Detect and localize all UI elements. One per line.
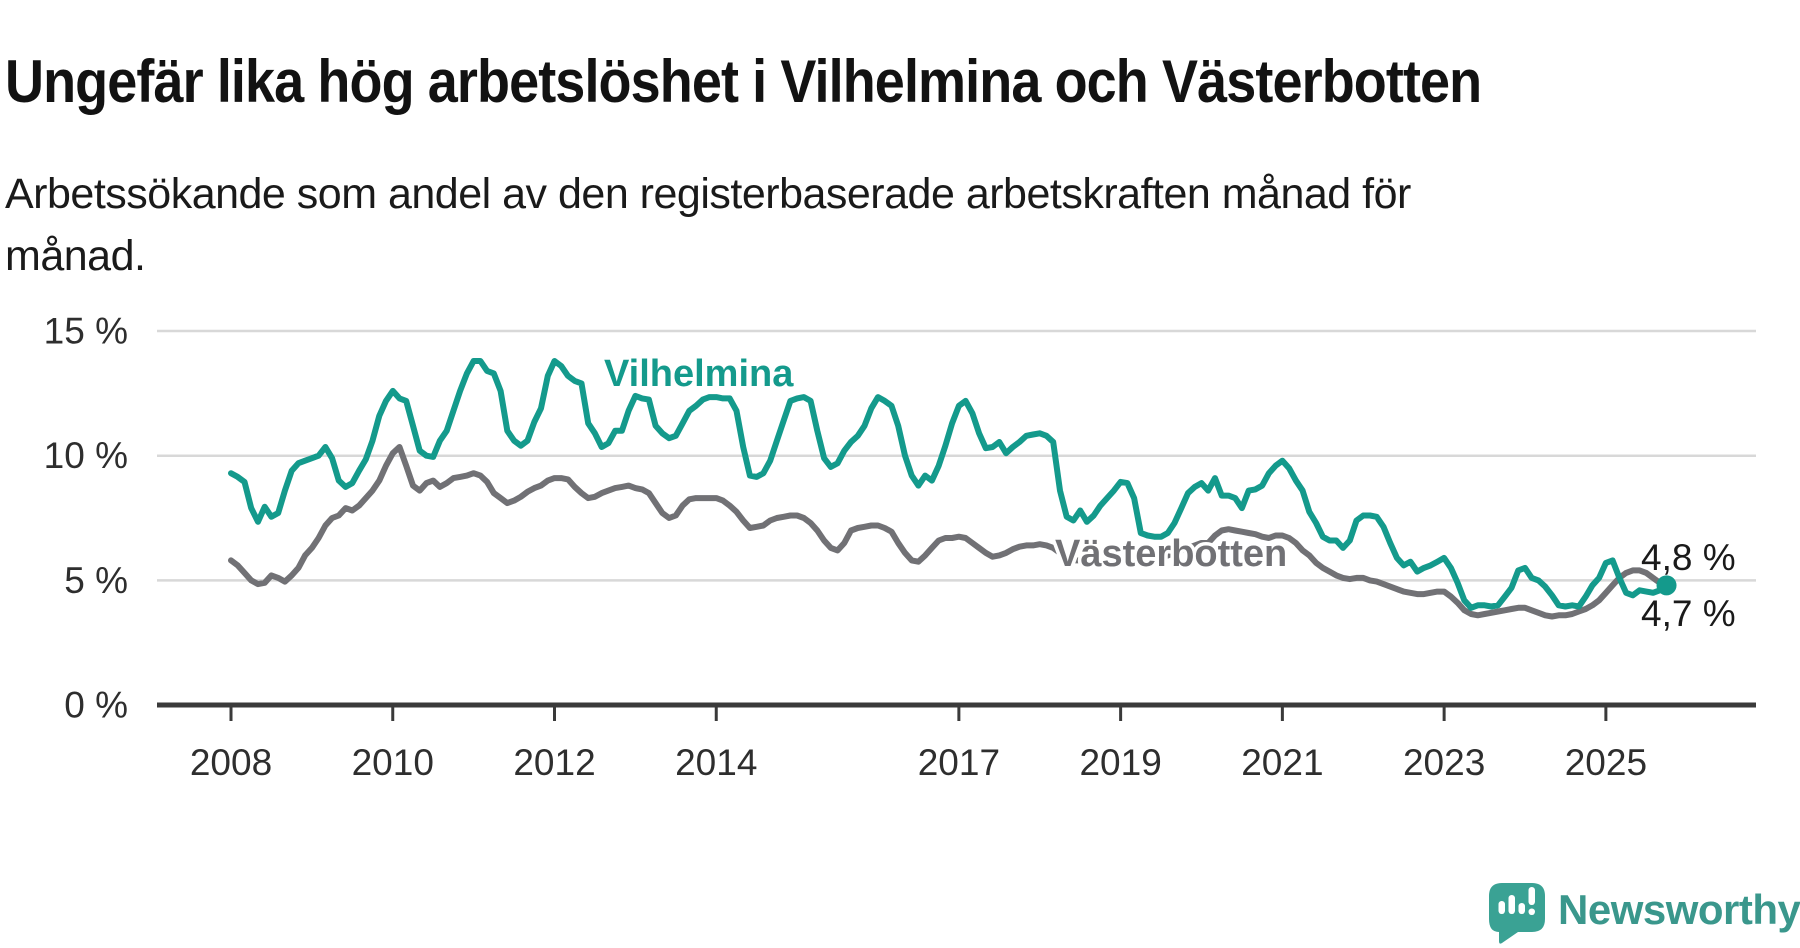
x-axis-tick-label: 2012: [513, 742, 595, 783]
x-axis-tick-label: 2014: [675, 742, 757, 783]
series-line-vilhelmina: [228, 358, 1670, 611]
y-axis-tick-label: 10 %: [44, 435, 128, 476]
series-end-dot-vilhelmina: [1656, 575, 1677, 596]
y-axis-tick-label: 5 %: [64, 560, 128, 601]
newsworthy-logo-text: Newsworthy: [1558, 886, 1800, 933]
x-axis-tick-label: 2010: [352, 742, 434, 783]
series-label-vilhelmina: Vilhelmina: [604, 353, 794, 395]
x-axis-tick-label: 2008: [190, 742, 272, 783]
end-value-label-vasterbotten: 4,7 %: [1641, 593, 1736, 634]
series-label-vasterbotten: Västerbotten: [1055, 533, 1287, 575]
series-line-västerbotten: [228, 444, 1670, 620]
y-axis-tick-label: 0 %: [64, 685, 128, 726]
newsworthy-logo[interactable]: Newsworthy: [1488, 882, 1800, 944]
x-axis-tick-label: 2023: [1403, 742, 1485, 783]
chart-subtitle: Arbetssökande som andel av den registerb…: [5, 170, 1411, 281]
chart-plot-area: 15 % 10 % 5 % 0 % 2008 2010 2012 2014 2017 2019 20…: [44, 311, 1756, 783]
end-value-label-vilhelmina: 4,8 %: [1641, 537, 1736, 578]
speech-bubble-bar-chart-icon: [1489, 883, 1545, 944]
x-axis-tick-label: 2017: [918, 742, 1000, 783]
x-axis-tick-label: 2025: [1565, 742, 1647, 783]
x-axis-tick-label: 2021: [1241, 742, 1323, 783]
x-axis-tick-label: 2019: [1079, 742, 1161, 783]
y-axis-tick-label: 15 %: [44, 311, 128, 352]
chart-title: Ungefär lika hög arbetslöshet i Vilhelmi…: [5, 48, 1482, 116]
